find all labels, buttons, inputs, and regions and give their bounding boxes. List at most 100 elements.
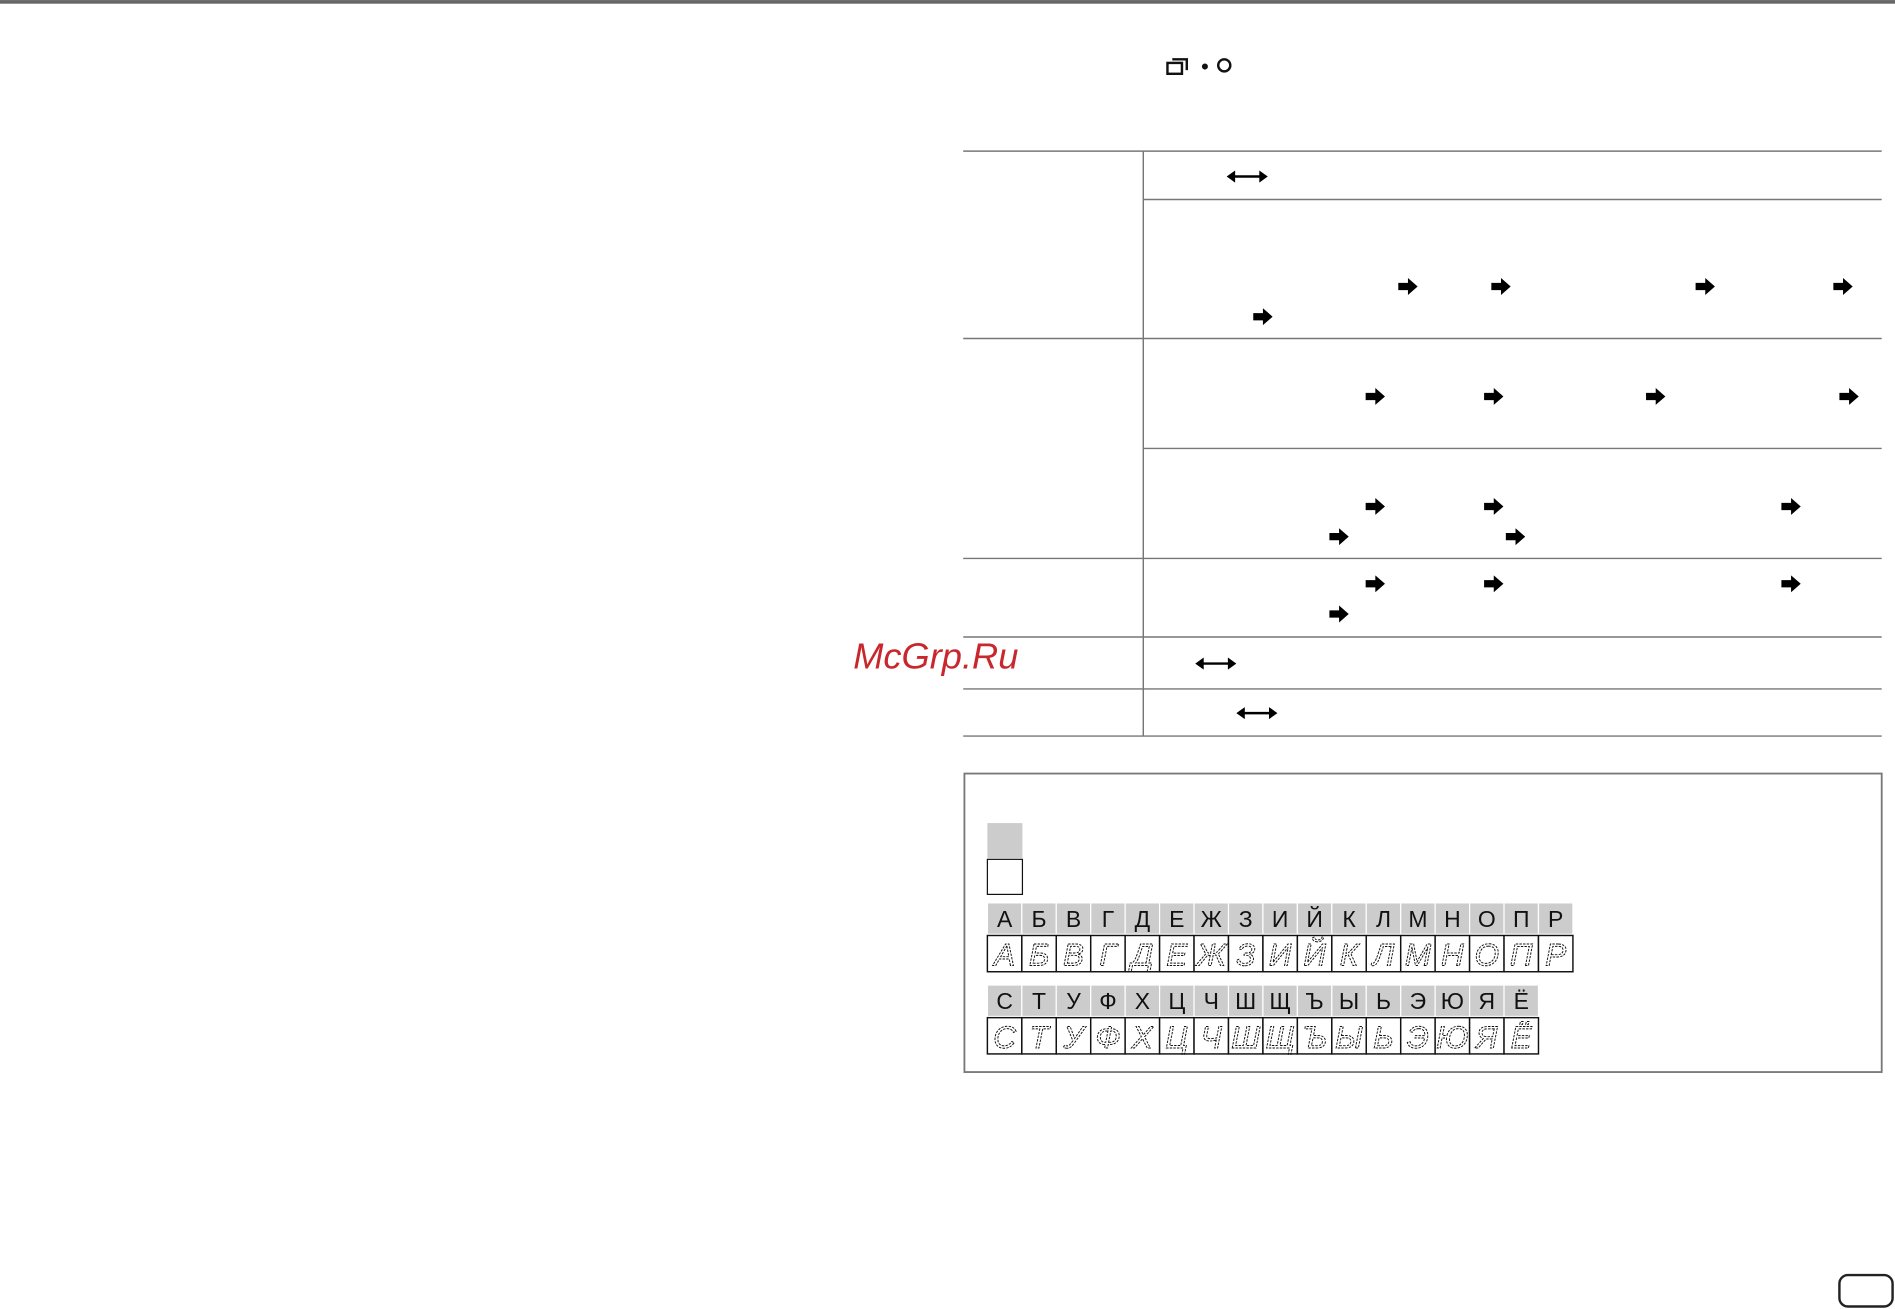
char-cell [1262,902,1298,935]
char-cell [986,984,1023,1018]
display-glyph: Ж [1195,938,1228,973]
char-label: П [1513,906,1530,932]
char-cell [1090,984,1126,1018]
display-glyph: Ъ [1302,1020,1327,1055]
char-label: Ж [1201,906,1222,932]
display-glyph: Л [1371,938,1395,973]
char-label: Ю [1441,988,1464,1014]
display-cell [1193,1016,1230,1055]
display-glyph: Щ [1266,1020,1295,1055]
display-cell [1399,1016,1436,1055]
arrow [1398,278,1418,295]
display-glyph: Е [1166,938,1188,973]
display-cell [1158,934,1195,973]
char-label: К [1342,906,1356,932]
display-cell [1331,934,1367,973]
page-tab [1838,1273,1894,1308]
display-glyph: С [993,1020,1016,1055]
char-label: Ч [1204,988,1219,1014]
char-label: Н [1444,906,1461,932]
display-glyph: Б [1029,938,1049,973]
char-label: Й [1306,906,1322,932]
arrow [1365,497,1385,515]
display-glyph: Ч [1201,1020,1223,1055]
char-label: А [997,906,1013,932]
top-bar [0,0,1895,4]
display-cell [1021,934,1057,973]
char-cell [1262,984,1298,1018]
display-glyph: Э [1407,1020,1429,1055]
char-cell [1055,984,1092,1018]
display-glyph: Я [1474,1020,1498,1055]
arrow [1695,278,1715,295]
display-glyph: В [1063,938,1084,973]
arrow [1839,388,1859,405]
settings-table [963,150,1882,737]
char-cell [1503,902,1540,935]
display-cell [1468,1016,1505,1055]
arrow [1329,605,1349,623]
arrow [1484,388,1504,405]
display-cell [1089,934,1126,973]
display-glyph: П [1510,938,1533,973]
display-glyph: Х [1131,1020,1154,1055]
display-glyph: Ь [1373,1020,1393,1055]
display-glyph: М [1405,938,1432,973]
double-arrow [1236,707,1278,720]
char-label: М [1408,906,1427,932]
display-glyph: Й [1303,937,1326,973]
char-label: Ь [1376,988,1391,1014]
char-label: Р [1548,906,1563,932]
char-label: Г [1102,906,1114,932]
char-label: Ф [1099,988,1116,1014]
arrow [1365,388,1385,405]
display-glyph: Ы [1335,1020,1363,1055]
arrow [1646,388,1666,405]
char-label: Э [1410,988,1426,1014]
double-arrow [1195,657,1237,670]
char-cell [1227,984,1264,1018]
display-glyph: Ю [1436,1020,1468,1055]
double-arrow [1226,170,1268,183]
arrow [1491,278,1511,295]
char-label: Д [1135,906,1151,932]
display-cell [1124,1016,1161,1055]
watermark: McGrp.Ru [853,635,1018,676]
char-label: Ё [1514,988,1529,1014]
char-cell [1055,902,1092,935]
char-label: С [996,988,1013,1014]
char-label: Б [1032,906,1047,932]
settings-icon [1166,58,1232,76]
charset-box [963,772,1883,1073]
char-label: В [1066,906,1081,932]
display-glyph: Ф [1095,1020,1120,1055]
display-cell [1399,934,1436,973]
char-label: Т [1032,988,1046,1014]
char-label: Л [1376,906,1391,932]
char-label: И [1272,906,1288,932]
char-cell [1434,902,1471,935]
display-glyph: Н [1441,938,1464,973]
arrow [1484,575,1504,593]
char-cell [1021,902,1057,935]
char-label: Я [1479,988,1496,1014]
char-cell [1021,984,1057,1018]
arrow [1365,575,1385,593]
arrow [1505,528,1526,546]
char-label: З [1239,906,1253,932]
display-cell [1537,934,1574,973]
char-cell [1537,902,1574,935]
legend-white [986,858,1024,896]
display-glyph: У [1062,1020,1086,1055]
char-cell [1503,984,1540,1018]
char-label: Х [1135,988,1150,1014]
char-cell [1158,902,1195,935]
display-cell [1158,1016,1195,1055]
display-glyph: Ц [1165,1020,1188,1055]
char-label: О [1478,906,1496,932]
display-glyph: Р [1545,938,1566,973]
display-glyph: Т [1029,1020,1051,1055]
char-cell [1296,984,1333,1018]
char-cell [1400,902,1436,935]
display-cell [1503,1016,1540,1055]
